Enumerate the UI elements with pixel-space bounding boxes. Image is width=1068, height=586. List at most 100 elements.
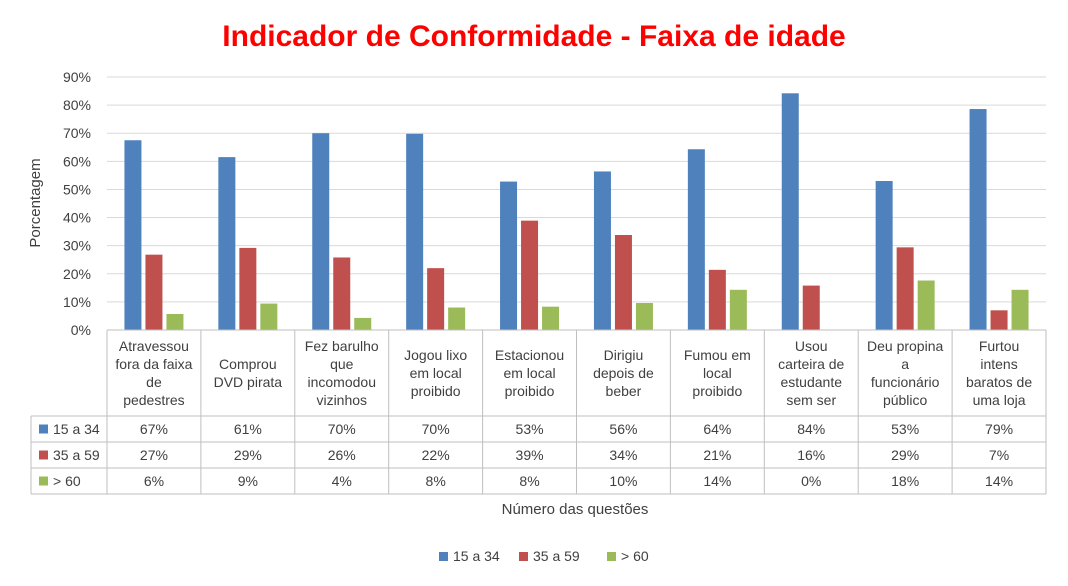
table-legend-key bbox=[39, 476, 48, 486]
bar-3-1 bbox=[166, 313, 184, 330]
table-row-header: 15 a 34 bbox=[53, 421, 100, 437]
bar-1-1 bbox=[124, 140, 142, 330]
legend-label: 35 a 59 bbox=[533, 548, 580, 564]
legend-label: > 60 bbox=[621, 548, 649, 564]
data-label: 26% bbox=[328, 447, 356, 463]
y-tick-label: 10% bbox=[63, 294, 91, 310]
bars bbox=[124, 93, 1029, 331]
bar-2-4 bbox=[427, 268, 445, 330]
x-tick-label: baratos de bbox=[966, 374, 1032, 390]
bar-3-3 bbox=[354, 317, 372, 330]
data-label: 14% bbox=[703, 473, 731, 489]
bar-1-2 bbox=[218, 157, 236, 330]
legend: 15 a 34 35 a 59 > 60 bbox=[439, 548, 649, 564]
bar-3-7 bbox=[729, 289, 747, 330]
legend-swatch bbox=[607, 552, 616, 561]
y-tick-label: 0% bbox=[71, 322, 91, 338]
data-label: 14% bbox=[985, 473, 1013, 489]
x-tick-label: que bbox=[330, 356, 354, 372]
x-tick-label: Dirigiu bbox=[604, 347, 644, 363]
data-label: 10% bbox=[609, 473, 637, 489]
y-tick-label: 20% bbox=[63, 266, 91, 282]
x-tick-label: proibido bbox=[411, 383, 461, 399]
x-tick-label: carteira de bbox=[778, 356, 844, 372]
x-tick-label: intens bbox=[980, 356, 1017, 372]
x-tick-label: Fumou em bbox=[684, 347, 751, 363]
y-tick-label: 40% bbox=[63, 210, 91, 226]
legend-label: 15 a 34 bbox=[453, 548, 500, 564]
data-label: 56% bbox=[609, 421, 637, 437]
chart-title: Indicador de Conformidade - Faixa de ida… bbox=[222, 20, 845, 53]
x-tick-label: DVD pirata bbox=[214, 374, 283, 390]
x-tick-label: proibido bbox=[692, 383, 742, 399]
data-label: 8% bbox=[519, 473, 539, 489]
data-label: 21% bbox=[703, 447, 731, 463]
bar-1-9 bbox=[875, 181, 893, 330]
data-label: 29% bbox=[234, 447, 262, 463]
data-label: 16% bbox=[797, 447, 825, 463]
x-tick-label: Jogou lixo bbox=[404, 347, 467, 363]
table-legend-key bbox=[39, 424, 48, 434]
data-label: 67% bbox=[140, 421, 168, 437]
y-tick-label: 70% bbox=[63, 125, 91, 141]
table-row-header: > 60 bbox=[53, 473, 81, 489]
data-label: 18% bbox=[891, 473, 919, 489]
table-row-header: 35 a 59 bbox=[53, 447, 100, 463]
data-label: 64% bbox=[703, 421, 731, 437]
x-tick-label: Comprou bbox=[219, 356, 277, 372]
bar-3-2 bbox=[260, 303, 278, 330]
x-axis-title: Número das questões bbox=[502, 501, 649, 518]
bar-3-5 bbox=[542, 306, 560, 330]
bar-2-5 bbox=[521, 220, 539, 330]
x-tick-label: público bbox=[883, 392, 928, 408]
x-tick-label: de bbox=[146, 374, 162, 390]
bar-2-2 bbox=[239, 247, 257, 330]
y-tick-label: 50% bbox=[63, 181, 91, 197]
bar-2-8 bbox=[802, 285, 820, 330]
data-label: 6% bbox=[144, 473, 164, 489]
data-label: 29% bbox=[891, 447, 919, 463]
data-label: 61% bbox=[234, 421, 262, 437]
x-tick-label: local bbox=[703, 365, 732, 381]
data-label: 39% bbox=[516, 447, 544, 463]
x-tick-label: Fez barulho bbox=[305, 338, 379, 354]
data-label: 8% bbox=[426, 473, 446, 489]
x-tick-label: Estacionou bbox=[495, 347, 564, 363]
data-label: 0% bbox=[801, 473, 821, 489]
x-tick-label: proibido bbox=[505, 383, 555, 399]
bar-2-7 bbox=[708, 269, 726, 330]
data-label: 22% bbox=[422, 447, 450, 463]
y-tick-label: 80% bbox=[63, 97, 91, 113]
x-tick-label: incomodou bbox=[308, 374, 377, 390]
legend-swatch bbox=[519, 552, 528, 561]
x-tick-label: estudante bbox=[781, 374, 843, 390]
x-tick-label: depois de bbox=[593, 365, 654, 381]
data-label: 84% bbox=[797, 421, 825, 437]
bar-3-10 bbox=[1011, 289, 1029, 330]
data-label: 4% bbox=[332, 473, 352, 489]
data-label: 70% bbox=[328, 421, 356, 437]
legend-swatch bbox=[439, 552, 448, 561]
x-tick-label: sem ser bbox=[786, 392, 836, 408]
bar-1-10 bbox=[969, 109, 987, 331]
x-tick-label: uma loja bbox=[973, 392, 1026, 408]
x-tick-label: a bbox=[901, 356, 909, 372]
bar-3-9 bbox=[917, 280, 935, 330]
data-label: 70% bbox=[422, 421, 450, 437]
data-label: 53% bbox=[516, 421, 544, 437]
bar-2-10 bbox=[990, 310, 1008, 330]
data-label: 9% bbox=[238, 473, 258, 489]
x-tick-label: vizinhos bbox=[316, 392, 367, 408]
data-label: 27% bbox=[140, 447, 168, 463]
data-table: Atravessou fora da faixa de pedestres Compro… bbox=[30, 329, 1047, 495]
x-tick-label: funcionário bbox=[871, 374, 940, 390]
bar-2-1 bbox=[145, 254, 163, 330]
data-label: 53% bbox=[891, 421, 919, 437]
data-label: 34% bbox=[609, 447, 637, 463]
bar-2-3 bbox=[333, 257, 351, 330]
y-tick-label: 30% bbox=[63, 238, 91, 254]
table-legend-key bbox=[39, 450, 48, 460]
gridlines bbox=[107, 76, 1046, 331]
